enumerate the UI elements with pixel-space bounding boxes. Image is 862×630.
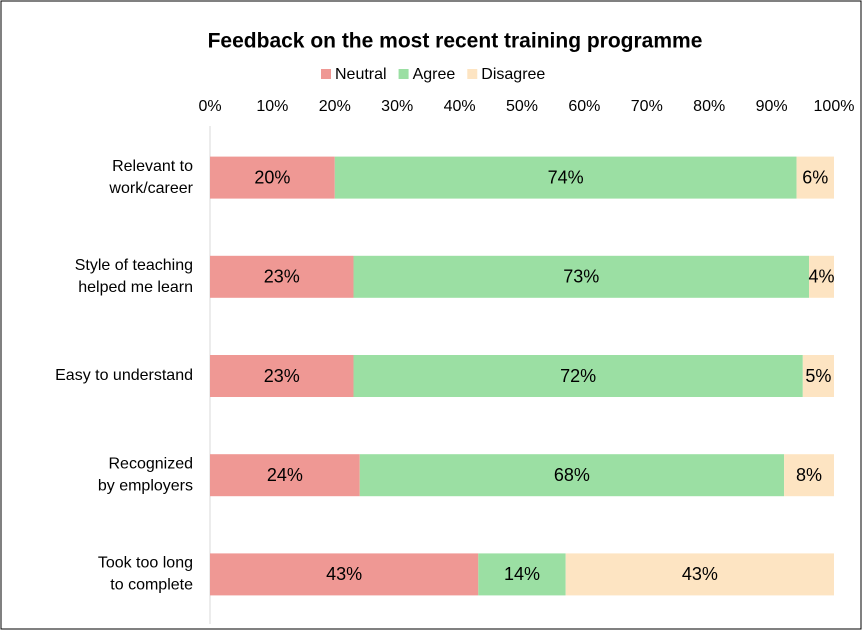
bar-segment bbox=[210, 553, 479, 596]
value-label: 4% bbox=[809, 267, 835, 287]
x-tick-label: 70% bbox=[631, 98, 663, 115]
legend-swatch bbox=[467, 69, 478, 79]
x-tick-label: 20% bbox=[319, 98, 351, 115]
value-label: 5% bbox=[805, 366, 831, 386]
x-tick-label: 90% bbox=[756, 98, 788, 115]
bar-segment bbox=[353, 255, 810, 298]
value-label: 68% bbox=[554, 465, 590, 485]
bar-segment bbox=[565, 553, 834, 596]
value-label: 74% bbox=[548, 167, 584, 187]
x-tick-label: 0% bbox=[198, 98, 221, 115]
y-tick-label: helped me learn bbox=[78, 279, 193, 296]
value-label: 73% bbox=[563, 267, 599, 287]
y-tick-label: Recognized bbox=[109, 455, 194, 472]
value-label: 24% bbox=[267, 465, 303, 485]
legend-label: Agree bbox=[413, 66, 456, 83]
value-label: 23% bbox=[264, 366, 300, 386]
y-tick-label: to complete bbox=[110, 577, 193, 594]
bar-segment bbox=[210, 355, 354, 397]
chart-title: Feedback on the most recent training pro… bbox=[208, 30, 703, 53]
value-label: 23% bbox=[264, 267, 300, 287]
x-tick-label: 40% bbox=[444, 98, 476, 115]
y-tick-label: Relevant to bbox=[112, 158, 193, 175]
y-tick-label: by employers bbox=[98, 477, 193, 494]
bar-segment bbox=[802, 355, 834, 397]
value-label: 72% bbox=[560, 366, 596, 386]
y-tick-label: Style of teaching bbox=[75, 257, 193, 274]
y-tick-label: work/career bbox=[108, 180, 193, 197]
value-label: 43% bbox=[682, 564, 718, 584]
value-label: 14% bbox=[504, 564, 540, 584]
bar-segment bbox=[784, 454, 834, 497]
legend-label: Neutral bbox=[335, 66, 387, 83]
x-tick-label: 60% bbox=[568, 98, 600, 115]
bar-segment bbox=[359, 454, 785, 497]
x-tick-label: 80% bbox=[693, 98, 725, 115]
bar-segment bbox=[796, 156, 834, 199]
bar-segment bbox=[353, 355, 803, 397]
value-label: 20% bbox=[254, 167, 290, 187]
x-tick-label: 10% bbox=[256, 98, 288, 115]
legend-swatch bbox=[398, 69, 409, 79]
legend-swatch bbox=[321, 69, 331, 79]
value-label: 8% bbox=[796, 465, 822, 485]
bar-segment bbox=[210, 156, 335, 199]
x-tick-label: 30% bbox=[381, 98, 413, 115]
x-tick-label: 100% bbox=[814, 98, 855, 115]
bar-segment bbox=[809, 255, 834, 298]
bar-segment bbox=[210, 454, 360, 497]
y-tick-label: Easy to understand bbox=[55, 367, 193, 384]
value-label: 6% bbox=[802, 167, 828, 187]
bar-segment bbox=[210, 255, 354, 298]
bar-segment bbox=[334, 156, 797, 199]
value-label: 43% bbox=[326, 564, 362, 584]
bar-segment bbox=[478, 553, 566, 596]
x-tick-label: 50% bbox=[506, 98, 538, 115]
legend-label: Disagree bbox=[481, 66, 545, 83]
y-tick-label: Took too long bbox=[98, 555, 193, 572]
